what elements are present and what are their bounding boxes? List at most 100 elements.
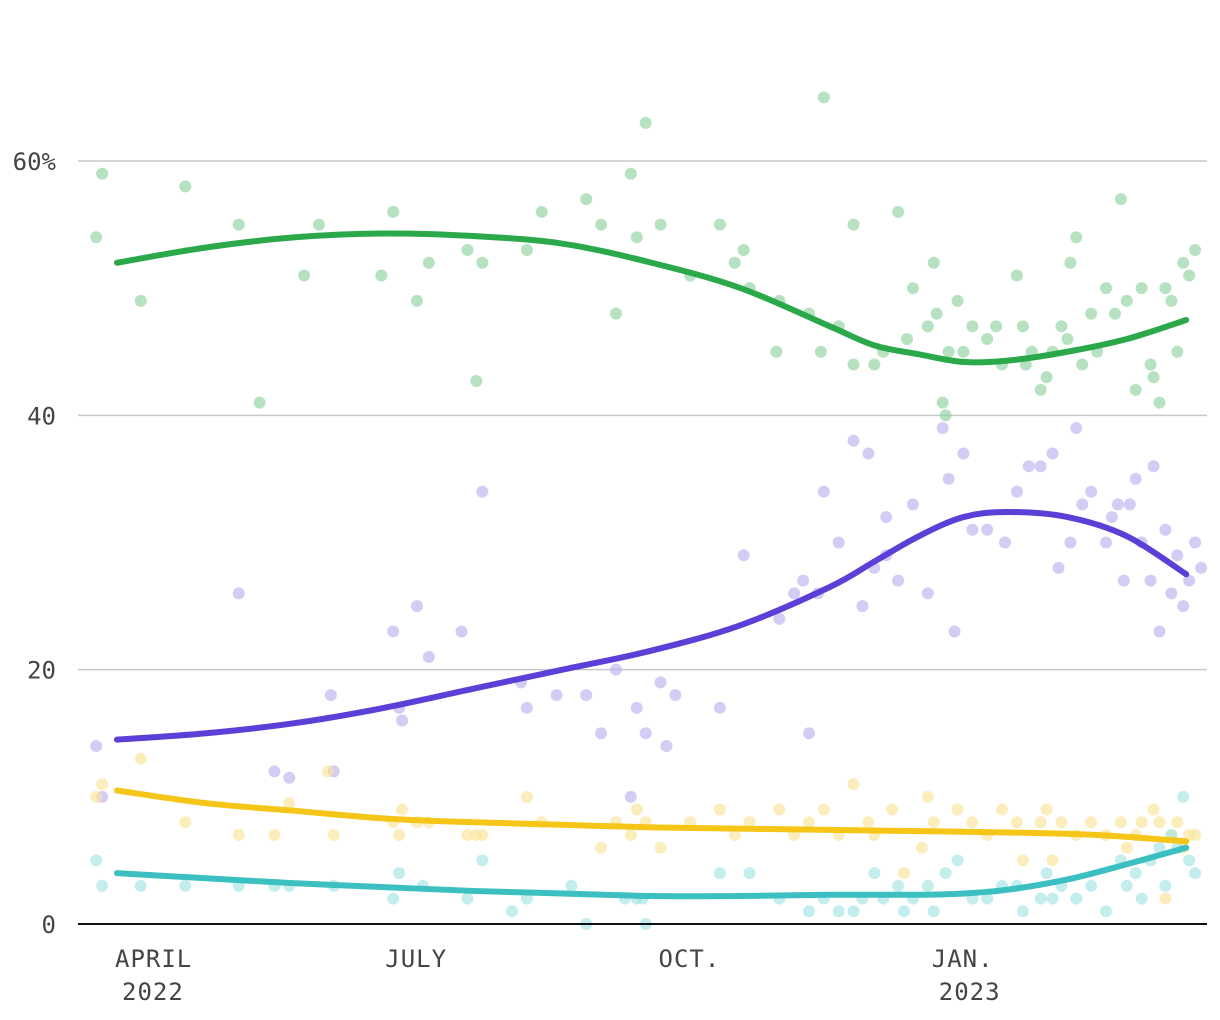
x-tick-label: JAN. <box>932 945 994 973</box>
poll-dot-green <box>1153 396 1166 409</box>
poll-dot-purple <box>957 447 970 460</box>
poll-dot-green <box>1064 256 1077 269</box>
poll-dot-green <box>1144 358 1157 371</box>
poll-dot-green <box>1061 333 1074 346</box>
poll-dot-purple <box>90 739 103 752</box>
poll-dot-teal <box>898 905 911 918</box>
poll-dot-teal <box>713 867 726 880</box>
poll-dot-green <box>1016 320 1029 333</box>
poll-dot-yellow <box>396 803 409 816</box>
y-tick-label: 0 <box>42 911 56 939</box>
poll-dot-teal <box>1046 892 1059 905</box>
poll-dot-green <box>535 205 548 218</box>
poll-dot-purple <box>1129 472 1142 485</box>
poll-dot-teal <box>1070 892 1083 905</box>
series-dots-purple <box>90 422 1208 803</box>
poll-dot-yellow <box>1055 816 1068 829</box>
poll-dot-teal <box>1016 905 1029 918</box>
poll-dot-purple <box>669 689 682 702</box>
poll-dot-green <box>520 244 533 257</box>
poll-dot-purple <box>1159 523 1172 536</box>
poll-dot-purple <box>803 727 816 740</box>
poll-dot-purple <box>396 714 409 727</box>
poll-dot-green <box>1159 282 1172 295</box>
poll-dot-green <box>630 231 643 244</box>
poll-dot-green <box>1183 269 1196 282</box>
poll-dot-purple <box>1117 574 1130 587</box>
poll-dot-yellow <box>321 765 334 778</box>
poll-dot-yellow <box>1085 816 1098 829</box>
poll-dot-yellow <box>134 752 147 765</box>
poll-dot-purple <box>713 701 726 714</box>
poll-dot-yellow <box>1135 816 1148 829</box>
poll-dot-yellow <box>886 803 899 816</box>
poll-dot-green <box>96 167 109 180</box>
poll-dot-green <box>179 180 192 193</box>
series-dots-green <box>90 91 1202 422</box>
poll-dot-yellow <box>327 828 340 841</box>
poll-dot-purple <box>410 600 423 613</box>
poll-dot-purple <box>1070 422 1083 435</box>
poll-dot-teal <box>981 892 994 905</box>
poll-dot-purple <box>1085 485 1098 498</box>
poll-dot-green <box>951 294 964 307</box>
poll-dot-green <box>942 345 955 358</box>
poll-dot-purple <box>817 485 830 498</box>
poll-dot-green <box>957 345 970 358</box>
poll-dot-purple <box>660 739 673 752</box>
poll-dot-teal <box>1085 879 1098 892</box>
x-tick-label: JULY <box>385 945 447 973</box>
poll-dot-green <box>901 333 914 346</box>
poll-dot-green <box>580 193 593 206</box>
poll-dot-teal <box>832 905 845 918</box>
poll-dot-yellow <box>951 803 964 816</box>
poll-dot-green <box>253 396 266 409</box>
poll-dot-green <box>476 256 489 269</box>
poll-dot-purple <box>1165 587 1178 600</box>
poll-dot-purple <box>232 587 245 600</box>
poll-dot-green <box>1165 294 1178 307</box>
poll-dot-yellow <box>996 803 1009 816</box>
poll-dot-green <box>410 294 423 307</box>
poll-dot-green <box>868 358 881 371</box>
poll-dot-yellow <box>1016 854 1029 867</box>
poll-dot-teal <box>1135 892 1148 905</box>
poll-dot-yellow <box>232 828 245 841</box>
poll-dot-purple <box>624 790 637 803</box>
poll-dot-yellow <box>1153 816 1166 829</box>
poll-dot-green <box>1135 282 1148 295</box>
poll-dot-yellow <box>1171 816 1184 829</box>
poll-dot-purple <box>966 523 979 536</box>
y-tick-label: 20 <box>27 657 56 685</box>
poll-dot-green <box>1100 282 1113 295</box>
poll-dot-purple <box>1105 511 1118 524</box>
poll-dot-green <box>461 244 474 257</box>
poll-dot-green <box>470 374 483 387</box>
poll-dot-purple <box>422 650 435 663</box>
poll-dot-green <box>1010 269 1023 282</box>
poll-dot-yellow <box>624 828 637 841</box>
poll-dot-purple <box>737 549 750 562</box>
poll-dot-purple <box>797 574 810 587</box>
poll-dot-purple <box>1147 460 1160 473</box>
poll-dot-green <box>312 218 325 231</box>
poll-dot-purple <box>1064 536 1077 549</box>
poll-dot-purple <box>1171 549 1184 562</box>
poll-dot-purple <box>847 434 860 447</box>
poll-dot-green <box>1085 307 1098 320</box>
poll-dot-yellow <box>966 816 979 829</box>
poll-dot-purple <box>609 663 622 676</box>
y-tick-label: 60% <box>13 148 57 176</box>
poll-dot-green <box>90 231 103 244</box>
poll-dot-purple <box>1052 561 1065 574</box>
poll-dot-purple <box>948 625 961 638</box>
poll-dot-yellow <box>803 816 816 829</box>
poll-dot-purple <box>1100 536 1113 549</box>
poll-dot-purple <box>1123 498 1136 511</box>
poll-dot-yellow <box>179 816 192 829</box>
poll-dot-yellow <box>1114 816 1127 829</box>
y-tick-label: 40 <box>27 402 56 430</box>
poll-dot-green <box>375 269 388 282</box>
poll-dot-green <box>939 409 952 422</box>
poll-dot-teal <box>1034 892 1047 905</box>
